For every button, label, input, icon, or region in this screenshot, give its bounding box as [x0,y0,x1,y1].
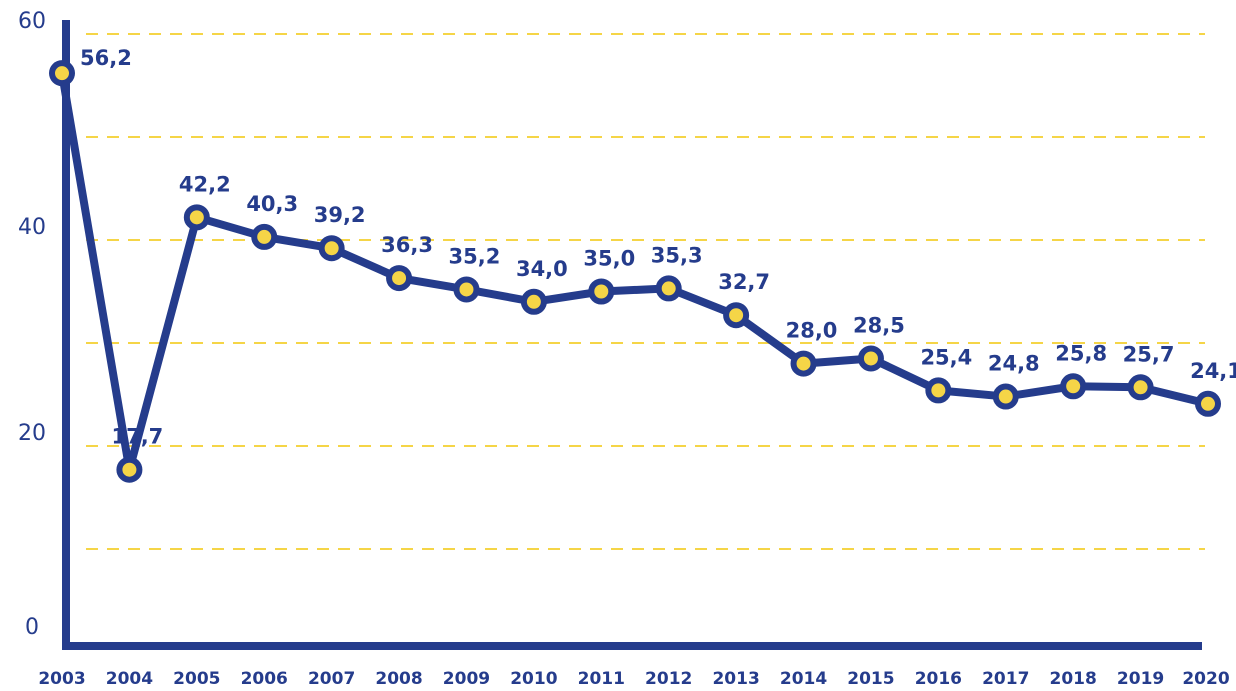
marker [183,204,210,231]
line [58,72,1209,474]
y-tick-label: 0 [25,615,39,640]
marker [251,223,278,250]
x-tick-label: 2014 [780,669,827,689]
value-label: 36,3 [381,233,433,257]
marker [588,278,615,305]
marker [116,456,143,483]
marker [386,265,413,292]
y-tick-label: 20 [18,421,46,446]
x-tick-label: 2015 [847,669,894,689]
y-tick-label: 60 [18,9,46,34]
marker [49,60,75,87]
x-tick-label: 2020 [1182,669,1229,689]
marker [655,275,682,302]
x-tick-label: 2009 [443,669,490,689]
x-tick-label: 2019 [1117,669,1164,689]
marker [790,350,817,377]
marker [1195,390,1221,417]
value-label: 28,0 [786,319,838,343]
value-label: 25,7 [1123,342,1175,366]
x-tick-label: 2012 [645,669,692,689]
marker [1127,374,1154,401]
x-tick-label: 2007 [308,669,355,689]
marker [1060,373,1087,400]
value-label: 35,3 [651,243,703,267]
x-tick-label: 2018 [1050,669,1097,689]
marker [723,302,750,329]
x-tick-label: 2003 [38,669,85,689]
x-tick-label: 2004 [106,669,153,689]
marker [520,288,547,315]
x-tick-label: 2017 [982,669,1029,689]
value-label: 35,0 [583,247,635,271]
marker [992,383,1019,410]
marker [925,377,952,404]
marker [857,345,884,372]
marker [318,235,345,262]
value-label: 28,5 [853,313,905,337]
value-label: 40,3 [246,192,298,216]
x-tick-label: 2013 [712,669,759,689]
value-label: 24,8 [988,352,1040,376]
x-tick-label: 2008 [375,669,422,689]
value-label: 32,7 [718,270,770,294]
x-tick-label: 2005 [173,669,220,689]
value-label: 39,2 [314,203,366,227]
value-label: 17,7 [111,425,163,449]
marker [453,276,480,303]
x-tick-label: 2010 [510,669,557,689]
value-label: 25,4 [920,345,972,369]
y-tick-label: 40 [18,215,46,240]
x-tick-label: 2006 [241,669,288,689]
value-label: 42,2 [179,172,231,196]
value-label: 35,2 [449,244,501,268]
x-tick-label: 2011 [578,669,625,689]
x-tick-label: 2016 [915,669,962,689]
value-label: 24,1 [1190,359,1236,383]
value-label: 56,2 [80,46,132,70]
value-label: 25,8 [1055,341,1107,365]
value-label: 34,0 [516,257,568,281]
